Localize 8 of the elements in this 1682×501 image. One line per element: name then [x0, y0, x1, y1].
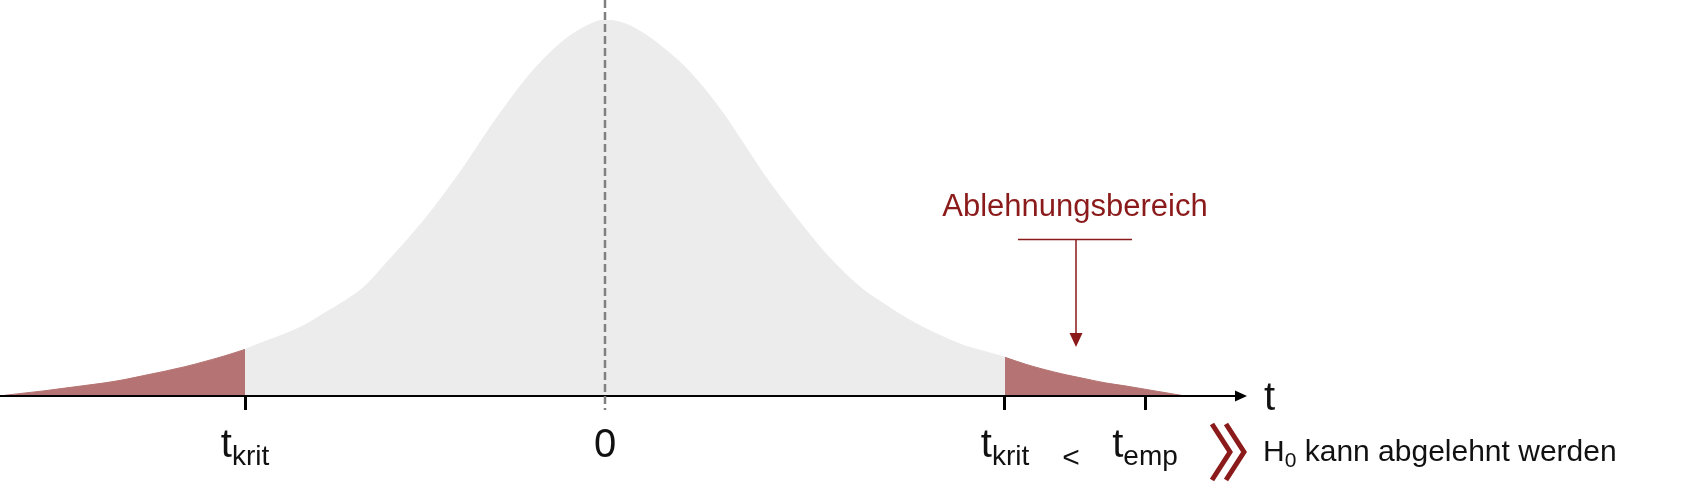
x-tick-label: t$_{krit}$ [980, 421, 1030, 471]
x-tick-label: 0 [593, 421, 617, 465]
x-tick-label: t$_{krit}$ [220, 421, 270, 471]
annotation: Ablehnungsbereich [942, 188, 1208, 223]
x-tick-label: t$_{emp}$ [1112, 421, 1178, 471]
text: H$_{0}$ kann abgelehnt werden [1263, 434, 1617, 471]
x-axis-title: t [1264, 374, 1276, 418]
text: < [1062, 440, 1080, 473]
